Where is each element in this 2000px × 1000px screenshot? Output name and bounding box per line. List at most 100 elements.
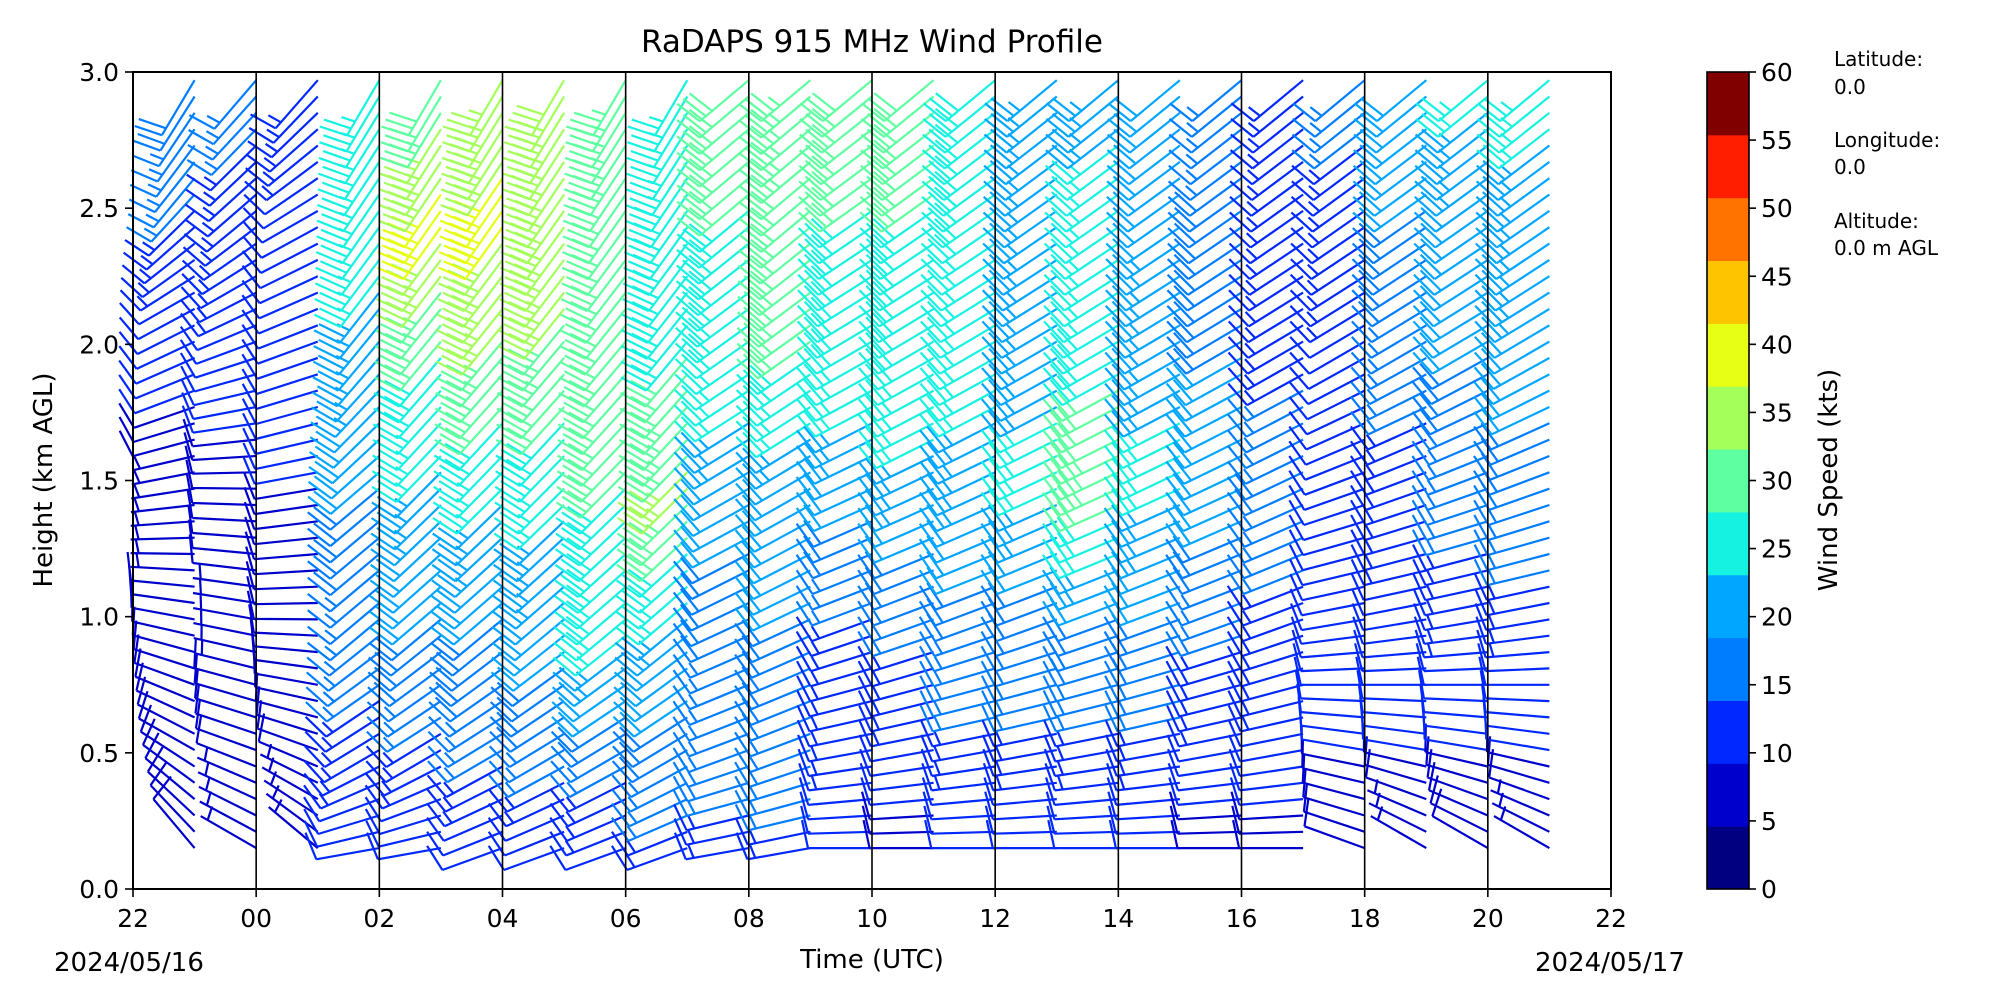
wind-barb (675, 259, 750, 301)
wind-barb (256, 700, 319, 752)
wind-barb (796, 660, 873, 688)
wind-barb (736, 324, 812, 364)
wind-barb (1227, 675, 1304, 703)
wind-barb (242, 457, 319, 486)
wind-barb (857, 487, 935, 517)
wind-barb (980, 645, 1058, 673)
wind-barb (440, 144, 504, 201)
wind-barb (562, 177, 627, 233)
wind-barb (373, 373, 442, 424)
wind-barb (141, 718, 196, 784)
wind-barb (135, 662, 196, 719)
wind-barb (554, 520, 627, 567)
wind-barb (245, 546, 318, 576)
wind-barb (1041, 566, 1119, 596)
wind-barb (120, 259, 196, 298)
wind-barb (1474, 603, 1550, 632)
wind-barb (494, 455, 565, 503)
wind-barb (1353, 629, 1427, 659)
wind-barb (624, 193, 689, 249)
wind-barb (500, 226, 565, 281)
wind-barb (1413, 275, 1489, 312)
wind-barb (440, 161, 504, 217)
wind-barb (307, 569, 381, 613)
wind-barb (311, 357, 381, 408)
start-date-label: 2024/05/16 (54, 948, 204, 978)
wind-barb (436, 291, 504, 344)
wind-barb (982, 762, 1057, 792)
wind-barb (243, 472, 318, 501)
wind-barb (798, 144, 873, 186)
wind-barb (980, 471, 1058, 501)
wind-barb (1366, 779, 1427, 817)
wind-barb (619, 373, 689, 424)
wind-barb (1474, 275, 1550, 312)
wind-barb (1166, 291, 1243, 328)
wind-barb (1166, 307, 1243, 344)
wind-barb (1103, 487, 1181, 517)
wind-barb (980, 455, 1058, 485)
wind-barb (307, 536, 381, 580)
colorbar-tick-label: 30 (1761, 467, 1793, 496)
wind-barb (492, 569, 565, 614)
wind-barb (1415, 643, 1488, 673)
wind-barb (857, 645, 934, 673)
wind-barb (984, 79, 1058, 122)
wind-barb (1227, 719, 1304, 748)
wind-barb (1227, 704, 1304, 733)
wind-barb (797, 291, 873, 328)
wind-barb (799, 111, 873, 154)
wind-barb (303, 749, 380, 784)
wind-barb (673, 520, 750, 553)
wind-barb (1414, 629, 1488, 659)
wind-barb (119, 275, 196, 312)
wind-barb (1289, 291, 1366, 328)
wind-barb (241, 338, 319, 365)
wind-barb (1166, 719, 1242, 748)
wind-barb (1291, 111, 1366, 154)
wind-barb (734, 504, 811, 538)
wind-barb (621, 291, 689, 344)
wind-barb (124, 210, 196, 257)
wind-barb (919, 324, 996, 359)
wind-barb (551, 700, 627, 738)
barb-column (1349, 79, 1428, 850)
wind-barb (1105, 209, 1181, 249)
wind-barb (919, 406, 996, 438)
wind-barb (378, 177, 442, 233)
wind-barb (489, 716, 565, 753)
wind-barb (313, 291, 381, 344)
wind-barb (1228, 275, 1304, 312)
wind-barb (1350, 558, 1427, 587)
wind-barb (1351, 258, 1427, 296)
wind-barb (1290, 616, 1365, 645)
wind-barb (615, 569, 689, 614)
wind-barb (442, 79, 504, 137)
wind-barb (1043, 226, 1119, 265)
wind-barb (180, 291, 257, 324)
wind-barb (980, 519, 1058, 548)
wind-barb (1474, 291, 1550, 328)
wind-barb (1351, 275, 1427, 312)
wind-barb (736, 356, 812, 396)
wind-barb (304, 700, 380, 738)
wind-barb (1477, 79, 1551, 122)
wind-barb (1103, 471, 1181, 501)
wind-barb (554, 536, 627, 583)
wind-barb (919, 690, 996, 718)
wind-barb (1041, 582, 1119, 611)
wind-barb (306, 634, 380, 677)
x-tick-label: 18 (1349, 904, 1381, 933)
wind-barb (1165, 373, 1243, 407)
colorbar-tick-label: 60 (1761, 58, 1793, 87)
wind-barb (186, 128, 257, 177)
wind-barb (921, 128, 996, 170)
wind-barb (550, 716, 627, 753)
wind-barb (1289, 340, 1366, 375)
wind-barb (1473, 340, 1550, 375)
wind-barb (1044, 193, 1119, 233)
y-tick-label: 2.0 (79, 330, 119, 359)
wind-barb (181, 258, 257, 296)
wind-barb (242, 193, 319, 230)
wind-barb (430, 602, 504, 646)
